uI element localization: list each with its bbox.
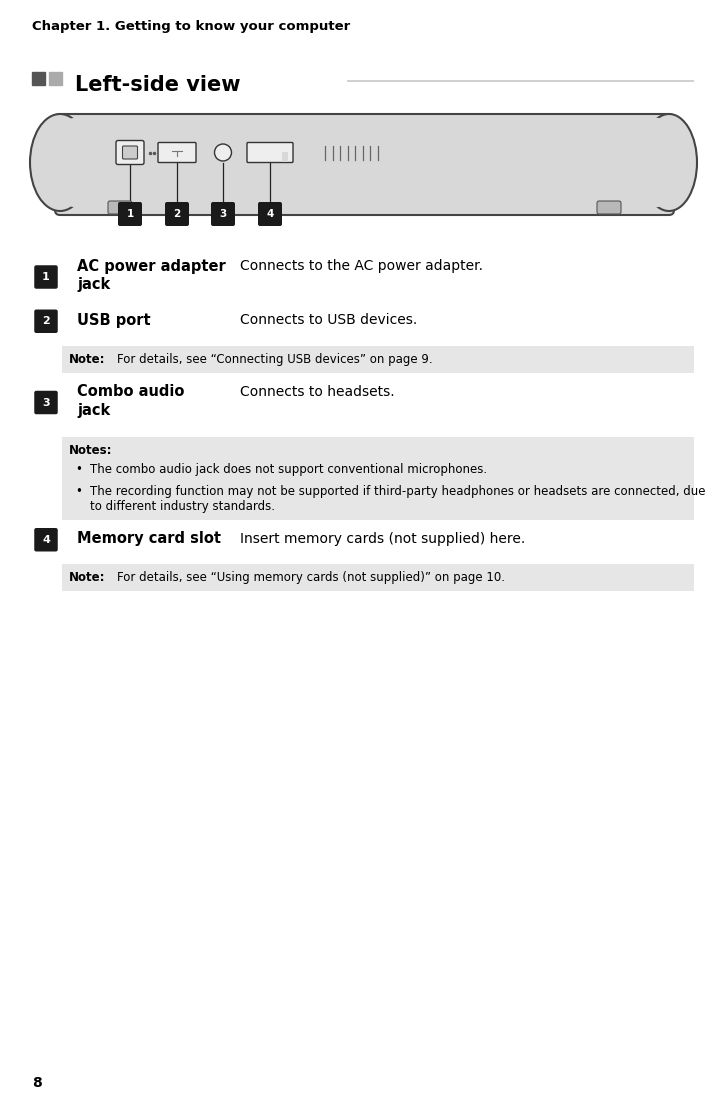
FancyBboxPatch shape [122,146,137,159]
Text: 4: 4 [266,208,274,219]
Text: •: • [75,462,82,475]
Text: Connects to the AC power adapter.: Connects to the AC power adapter. [240,259,483,274]
Text: USB port: USB port [77,313,150,328]
FancyBboxPatch shape [165,202,189,226]
Bar [62,345,694,373]
Text: Insert memory cards (not supplied) here.: Insert memory cards (not supplied) here. [240,532,526,546]
Text: •: • [75,485,82,497]
Text: The recording function may not be supported if third-party headphones or headset: The recording function may not be suppor… [90,485,705,513]
Text: 3: 3 [219,208,226,219]
Text: Combo audio
jack: Combo audio jack [77,385,184,418]
Text: 3: 3 [42,397,50,407]
Text: 1: 1 [42,272,50,282]
Text: 2: 2 [42,317,50,326]
FancyBboxPatch shape [108,201,132,214]
Text: Connects to headsets.: Connects to headsets. [240,385,395,398]
Bar [282,151,288,161]
Circle shape [214,144,232,161]
Bar [62,437,694,520]
Bar [49,72,62,85]
Bar [62,564,694,591]
Text: 1: 1 [127,208,134,219]
Text: Note:: Note: [69,571,106,583]
Text: For details, see “Using memory cards (not supplied)” on page 10.: For details, see “Using memory cards (no… [117,571,505,583]
Text: Note:: Note: [69,353,106,365]
Text: 2: 2 [173,208,180,219]
Text: Chapter 1. Getting to know your computer: Chapter 1. Getting to know your computer [32,20,350,33]
Ellipse shape [641,114,697,211]
Ellipse shape [633,118,681,207]
FancyBboxPatch shape [116,140,144,164]
Ellipse shape [50,118,101,207]
Text: The combo audio jack does not support conventional microphones.: The combo audio jack does not support co… [90,462,487,475]
FancyBboxPatch shape [158,142,196,162]
Text: 8: 8 [32,1077,42,1090]
Ellipse shape [30,114,90,211]
Text: Connects to USB devices.: Connects to USB devices. [240,313,417,326]
FancyBboxPatch shape [118,202,142,226]
Text: AC power adapter
jack: AC power adapter jack [77,259,226,292]
Bar [32,72,45,85]
FancyBboxPatch shape [258,202,282,226]
Text: 4: 4 [42,535,50,545]
FancyBboxPatch shape [247,142,293,162]
Text: Left-side view: Left-side view [75,75,240,95]
FancyBboxPatch shape [35,390,58,415]
Text: Notes:: Notes: [69,443,112,457]
FancyBboxPatch shape [35,528,58,552]
FancyBboxPatch shape [35,265,58,289]
Text: For details, see “Connecting USB devices” on page 9.: For details, see “Connecting USB devices… [117,353,433,365]
FancyBboxPatch shape [597,201,621,214]
Text: Memory card slot: Memory card slot [77,532,221,546]
FancyBboxPatch shape [55,114,674,215]
FancyBboxPatch shape [35,310,58,333]
FancyBboxPatch shape [211,202,235,226]
